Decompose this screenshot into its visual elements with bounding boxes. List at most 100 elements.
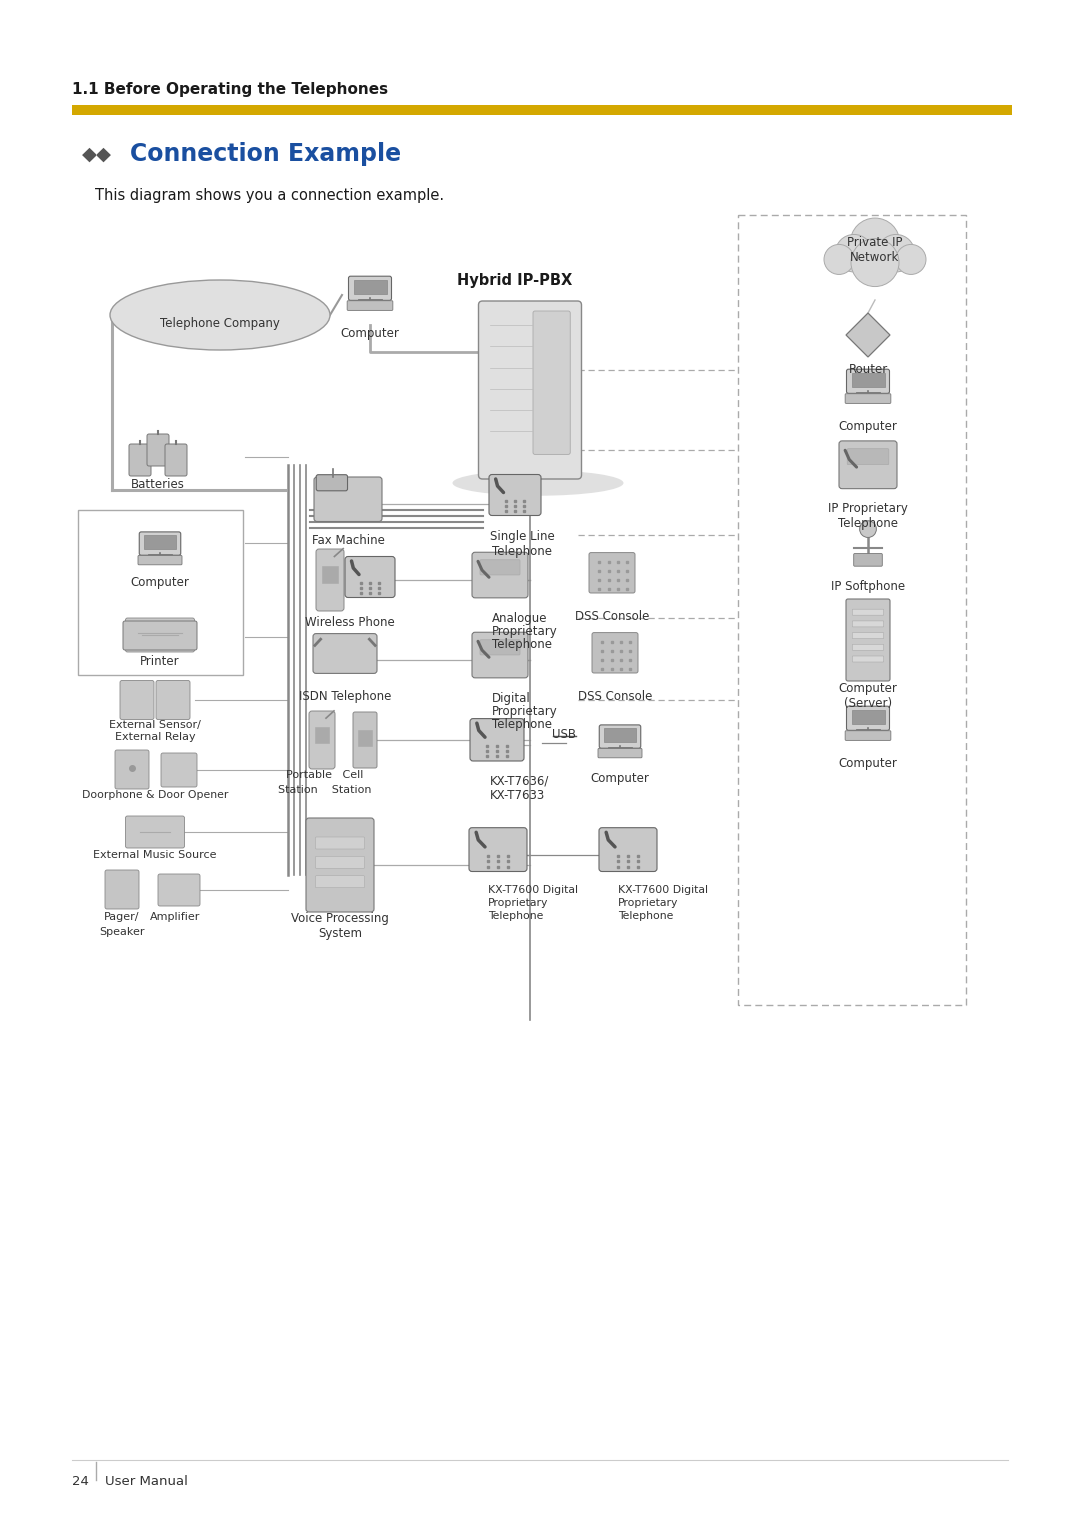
Text: Telephone: Telephone [492,718,552,730]
FancyBboxPatch shape [147,434,168,466]
FancyBboxPatch shape [145,535,176,549]
FancyBboxPatch shape [315,837,365,850]
Circle shape [835,234,873,272]
FancyBboxPatch shape [345,556,395,597]
FancyBboxPatch shape [123,620,197,649]
FancyBboxPatch shape [313,634,377,674]
FancyBboxPatch shape [105,869,139,909]
Text: KX-T7633: KX-T7633 [490,788,545,802]
FancyBboxPatch shape [315,856,365,868]
FancyBboxPatch shape [316,475,348,490]
Text: Computer
(Server): Computer (Server) [838,681,897,711]
FancyBboxPatch shape [852,645,883,651]
Text: Doorphone & Door Opener: Doorphone & Door Opener [82,790,228,801]
FancyBboxPatch shape [839,442,897,489]
FancyBboxPatch shape [138,556,183,565]
Text: Computer: Computer [838,420,897,432]
FancyBboxPatch shape [165,445,187,477]
Text: User Manual: User Manual [105,1475,188,1488]
Text: Amplifier: Amplifier [150,912,200,921]
FancyBboxPatch shape [322,565,338,582]
FancyBboxPatch shape [599,724,640,749]
Text: External Sensor/
External Relay: External Sensor/ External Relay [109,720,201,741]
Text: External Music Source: External Music Source [93,850,217,860]
FancyBboxPatch shape [846,394,891,403]
FancyBboxPatch shape [347,301,393,310]
Text: DSS Console: DSS Console [578,691,652,703]
Text: USB: USB [552,727,576,741]
FancyBboxPatch shape [852,620,883,626]
Ellipse shape [110,280,330,350]
Text: Telephone: Telephone [488,911,543,921]
FancyBboxPatch shape [851,709,885,724]
Text: Computer: Computer [340,327,400,341]
FancyBboxPatch shape [470,718,524,761]
FancyBboxPatch shape [472,633,528,678]
Circle shape [851,238,899,287]
Text: IP Softphone: IP Softphone [831,581,905,593]
Text: IP Proprietary
Telephone: IP Proprietary Telephone [828,503,908,530]
Text: Telephone Company: Telephone Company [160,316,280,330]
Text: 1.1 Before Operating the Telephones: 1.1 Before Operating the Telephones [72,83,388,96]
Polygon shape [846,313,890,358]
FancyBboxPatch shape [834,254,916,269]
Text: Connection Example: Connection Example [130,142,401,167]
Circle shape [860,521,876,538]
Text: Speaker: Speaker [99,927,145,937]
Text: Telephone: Telephone [492,639,552,651]
FancyBboxPatch shape [847,370,890,393]
Text: This diagram shows you a connection example.: This diagram shows you a connection exam… [95,188,444,203]
Circle shape [877,234,915,272]
Text: KX-T7600 Digital: KX-T7600 Digital [488,885,578,895]
FancyBboxPatch shape [353,280,387,293]
Text: Hybrid IP-PBX: Hybrid IP-PBX [457,274,572,287]
FancyBboxPatch shape [357,729,372,746]
Text: Proprietary: Proprietary [492,704,557,718]
FancyBboxPatch shape [120,680,154,720]
FancyBboxPatch shape [846,599,890,681]
Text: Batteries: Batteries [131,478,185,490]
Text: Router: Router [849,364,888,376]
Text: ◆◆: ◆◆ [82,145,112,163]
FancyBboxPatch shape [129,445,151,477]
Text: ISDN Telephone: ISDN Telephone [299,691,391,703]
Text: Fax Machine: Fax Machine [311,533,384,547]
FancyBboxPatch shape [489,475,541,515]
FancyBboxPatch shape [592,633,638,672]
Text: Station    Station: Station Station [279,785,372,795]
Text: Pager/: Pager/ [105,912,139,921]
FancyBboxPatch shape [316,549,345,611]
Text: Voice Processing
System: Voice Processing System [292,912,389,940]
FancyBboxPatch shape [156,680,190,720]
Text: Digital: Digital [492,692,530,704]
FancyBboxPatch shape [353,712,377,769]
FancyBboxPatch shape [598,749,642,758]
FancyBboxPatch shape [852,610,883,616]
FancyBboxPatch shape [314,477,382,521]
Circle shape [850,219,900,267]
FancyBboxPatch shape [114,750,149,788]
Text: Portable   Cell: Portable Cell [286,770,364,779]
FancyBboxPatch shape [480,640,519,656]
FancyBboxPatch shape [852,633,883,639]
Text: KX-T7600 Digital: KX-T7600 Digital [618,885,708,895]
Text: Computer: Computer [838,756,897,770]
FancyBboxPatch shape [315,727,329,743]
FancyBboxPatch shape [478,301,581,478]
Text: Proprietary: Proprietary [488,898,549,908]
FancyBboxPatch shape [480,559,519,575]
Text: Computer: Computer [591,772,649,785]
FancyBboxPatch shape [846,730,891,741]
FancyBboxPatch shape [125,816,185,848]
FancyBboxPatch shape [847,449,889,465]
FancyBboxPatch shape [472,552,528,597]
FancyBboxPatch shape [851,373,885,387]
Text: Private IP
Network: Private IP Network [847,235,903,264]
FancyBboxPatch shape [599,828,657,871]
Text: DSS Console: DSS Console [575,610,649,623]
FancyBboxPatch shape [469,828,527,871]
FancyBboxPatch shape [604,729,636,741]
FancyBboxPatch shape [853,553,882,567]
Circle shape [896,244,926,275]
Text: Printer: Printer [140,656,179,668]
